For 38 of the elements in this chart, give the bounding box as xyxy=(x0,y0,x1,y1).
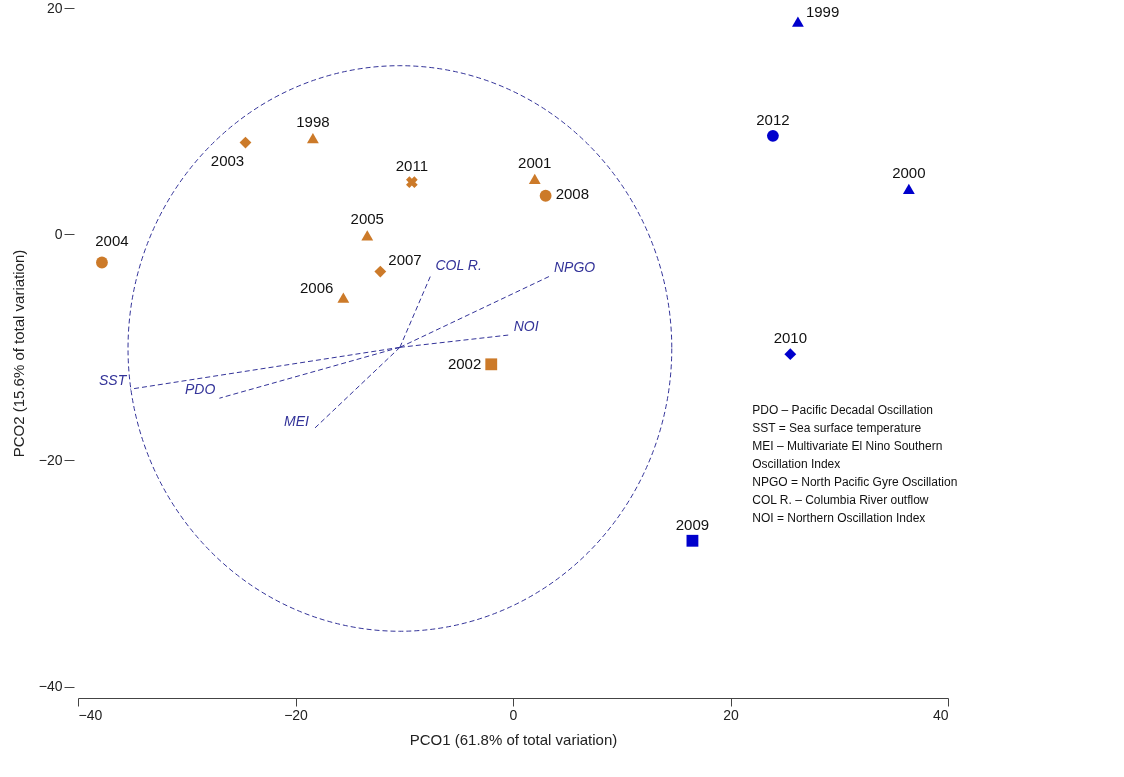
y-axis-title: PCO2 (15.6% of total variation) xyxy=(9,249,27,458)
y-tick-label: 20 xyxy=(46,0,63,16)
series-label: 2000 xyxy=(892,163,926,181)
series-label: SST xyxy=(98,372,128,389)
x-tick-label: 0 xyxy=(509,706,518,723)
series-label: NOI xyxy=(513,317,539,334)
series-label: 2008 xyxy=(555,184,589,202)
x-tick-label: 40 xyxy=(932,706,949,723)
annotation: MEI – Multivariate El Nino Southern Oscillation Index xyxy=(752,438,943,471)
annotation: NOI = Northern Oscillation Index xyxy=(752,510,926,525)
annotation: PDO – Pacific Decadal Oscillation xyxy=(752,402,933,417)
x-axis-title: PCO1 (61.8% of total variation) xyxy=(409,730,618,748)
x-tick-label: 20 xyxy=(723,706,739,723)
annotation: COL R. – Columbia River outflow xyxy=(752,492,929,507)
series-label: MEI xyxy=(284,412,310,429)
series-label: NPGO xyxy=(553,259,596,276)
series-label: 2005 xyxy=(350,210,384,228)
series-label: PDO xyxy=(185,381,216,398)
y-tick-label: −40 xyxy=(38,678,63,695)
annotation: NPGO = North Pacific Gyre Oscillation xyxy=(752,474,958,489)
series-label: 2006 xyxy=(299,278,334,296)
x-tick-label: −40 xyxy=(78,706,103,723)
y-tick-label: 0 xyxy=(54,225,63,242)
series-label: 2011 xyxy=(395,157,428,175)
x-tick-label: −20 xyxy=(284,706,309,723)
series-label: 2003 xyxy=(210,151,245,169)
series-label: 2001 xyxy=(518,153,552,171)
annotation: SST = Sea surface temperature xyxy=(752,420,922,435)
series-label: 2007 xyxy=(388,250,422,268)
series-label: 1998 xyxy=(296,113,330,131)
series-label: COL R. xyxy=(435,256,482,273)
series-label: 2009 xyxy=(675,515,710,533)
series-label: 2002 xyxy=(447,355,482,373)
series-label: 2004 xyxy=(95,231,129,249)
series-label: 2010 xyxy=(773,329,807,347)
series-label: 1999 xyxy=(805,2,840,20)
y-tick-label: −20 xyxy=(38,451,63,468)
series-label: 2012 xyxy=(756,110,790,128)
